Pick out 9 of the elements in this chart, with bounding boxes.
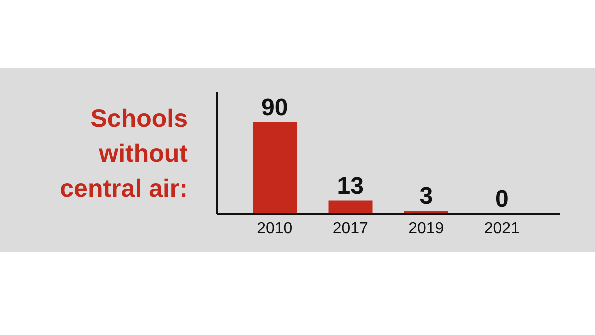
data-label: 90: [262, 94, 288, 122]
data-label: 3: [420, 182, 434, 210]
x-tick-label: 2017: [332, 220, 369, 238]
x-tick-label: 2021: [484, 220, 520, 238]
x-tick-label: 2019: [408, 220, 444, 238]
data-label: 13: [337, 172, 364, 200]
x-tick-label: 2010: [257, 220, 293, 238]
data-label: 0: [495, 186, 509, 213]
text: Schools without central air:: [59, 104, 188, 205]
